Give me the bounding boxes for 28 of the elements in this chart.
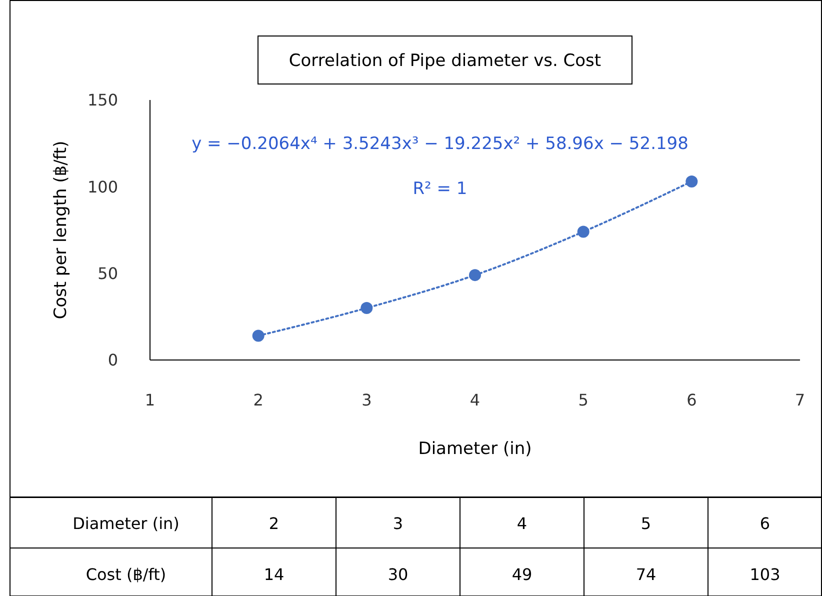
x-tick-label: 1 [144, 390, 156, 410]
text: 4 [516, 514, 528, 533]
annotation: y = −0.2064x⁴ + 3.5243x³ − 19.225x² + 58.96x − 52.198 [192, 134, 688, 154]
y-axis-title: Cost per length (฿/ft) [51, 140, 71, 320]
text: 2 [268, 514, 280, 533]
text: 6 [760, 514, 770, 533]
text: 74 [636, 565, 656, 584]
x-tick-label: 7 [794, 390, 806, 410]
x-tick-label: 4 [470, 390, 480, 410]
text: Diameter (in) [72, 514, 180, 533]
text: 14 [264, 565, 284, 584]
y-tick-label: 100 [87, 177, 118, 196]
text: 49 [512, 565, 532, 584]
chart-title: Correlation of Pipe diameter vs. Cost [288, 51, 602, 71]
x-tick-label: 2 [253, 390, 264, 410]
text: 30 [388, 565, 408, 584]
y-tick-label: 150 [87, 90, 118, 110]
text: Cost (฿/ft) [86, 565, 166, 584]
text: 103 [750, 565, 780, 584]
x-tick-label: 3 [362, 390, 372, 410]
x-axis-title: Diameter (in) [418, 439, 532, 459]
y-tick-label: 50 [98, 264, 118, 283]
x-tick-label: 5 [578, 390, 588, 410]
annotation: R² = 1 [412, 179, 468, 199]
text: 3 [392, 514, 404, 533]
x-tick-label: 6 [686, 390, 697, 410]
y-tick-label: 0 [108, 350, 118, 370]
text: 5 [640, 514, 652, 533]
